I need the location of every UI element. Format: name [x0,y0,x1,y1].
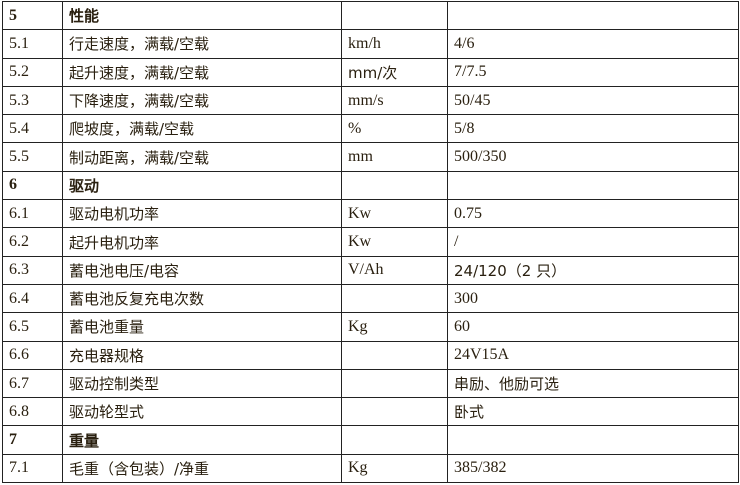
row-unit [341,340,448,370]
row-value: 7/7.5 [447,57,739,87]
row-unit: mm/s [341,85,448,116]
row-unit: km/h [341,29,448,59]
row-value [447,425,739,455]
row-item: 驱动控制类型 [62,368,342,399]
table-row: 6.4 蓄电池反复充电次数 300 [2,283,739,314]
row-value: 串励、他励可选 [447,368,739,399]
row-value: 50/45 [447,85,739,116]
row-number: 6.1 [2,199,63,229]
row-number: 6.4 [2,283,63,314]
row-item: 制动距离，满载/空载 [62,142,342,172]
row-unit [341,397,448,427]
row-number: 5 [2,0,63,31]
row-value: / [447,227,739,257]
row-value: 0.75 [447,199,739,229]
row-number: 6.6 [2,340,63,370]
row-value: 385/382 [447,453,739,484]
row-value: 60 [447,312,739,342]
row-number: 7.1 [2,453,63,484]
table-row: 6.6 充电器规格 24V15A [2,340,739,370]
table-row: 5.1 行走速度，满载/空载 km/h 4/6 [2,29,739,59]
row-value: 卧式 [447,397,739,427]
table-row: 5.5 制动距离，满载/空载 mm 500/350 [2,142,739,172]
row-item: 重量 [62,425,342,455]
row-unit: Kg [341,312,448,342]
row-number: 5.2 [2,57,63,87]
row-unit [341,425,448,455]
row-number: 6.8 [2,397,63,427]
row-item: 蓄电池电压/电容 [62,255,342,285]
row-unit: Kg [341,453,448,484]
row-number: 5.5 [2,142,63,172]
row-item: 爬坡度，满载/空载 [62,114,342,144]
row-unit [341,368,448,399]
row-number: 6.2 [2,227,63,257]
row-unit: mm [341,142,448,172]
row-number: 7 [2,425,63,455]
row-item: 起升电机功率 [62,227,342,257]
row-number: 6 [2,170,63,201]
row-unit: Kw [341,227,448,257]
row-item: 性能 [62,0,342,31]
row-value [447,170,739,201]
section-row: 7 重量 [2,425,739,455]
row-item: 驱动 [62,170,342,201]
section-row: 6 驱动 [2,170,739,201]
row-number: 5.3 [2,85,63,116]
table-row: 5.2 起升速度，满载/空载 mm/次 7/7.5 [2,57,739,87]
row-value: 500/350 [447,142,739,172]
row-unit [341,283,448,314]
table-row: 5.4 爬坡度，满载/空载% 5/8 [2,114,739,144]
row-value: 300 [447,283,739,314]
row-value [447,0,739,31]
table-row: 6.7 驱动控制类型 串励、他励可选 [2,368,739,399]
row-number: 6.5 [2,312,63,342]
row-unit: mm/次 [341,57,448,87]
row-item: 行走速度，满载/空载 [62,29,342,59]
table-row: 6.3 蓄电池电压/电容 V/Ah 24/120（2 只） [2,255,739,285]
row-item: 驱动轮型式 [62,397,342,427]
row-unit [341,170,448,201]
table-row: 6.8 驱动轮型式 卧式 [2,397,739,427]
row-unit: % [341,114,448,144]
row-number: 6.3 [2,255,63,285]
row-unit: Kw [341,199,448,229]
row-unit [341,0,448,31]
row-value: 24/120（2 只） [447,255,739,285]
row-item: 毛重（含包装）/净重 [62,453,342,484]
row-number: 5.1 [2,29,63,59]
row-item: 下降速度，满载/空载 [62,85,342,116]
table-row: 6.5 蓄电池重量 Kg 60 [2,312,739,342]
row-unit: V/Ah [341,255,448,285]
row-value: 24V15A [447,340,739,370]
row-item: 驱动电机功率 [62,199,342,229]
table-row: 7.1 毛重（含包装）/净重 Kg 385/382 [2,453,739,484]
table-row: 5.3 下降速度，满载/空载 mm/s 50/45 [2,85,739,116]
row-number: 5.4 [2,114,63,144]
row-number: 6.7 [2,368,63,399]
row-item: 充电器规格 [62,340,342,370]
table-row: 6.1 驱动电机功率 Kw 0.75 [2,199,739,229]
row-value: 4/6 [447,29,739,59]
section-row: 5 性能 [2,0,739,31]
table-row: 6.2 起升电机功率 Kw / [2,227,739,257]
row-item: 蓄电池反复充电次数 [62,283,342,314]
row-item: 蓄电池重量 [62,312,342,342]
row-item: 起升速度，满载/空载 [62,57,342,87]
row-value: 5/8 [447,114,739,144]
